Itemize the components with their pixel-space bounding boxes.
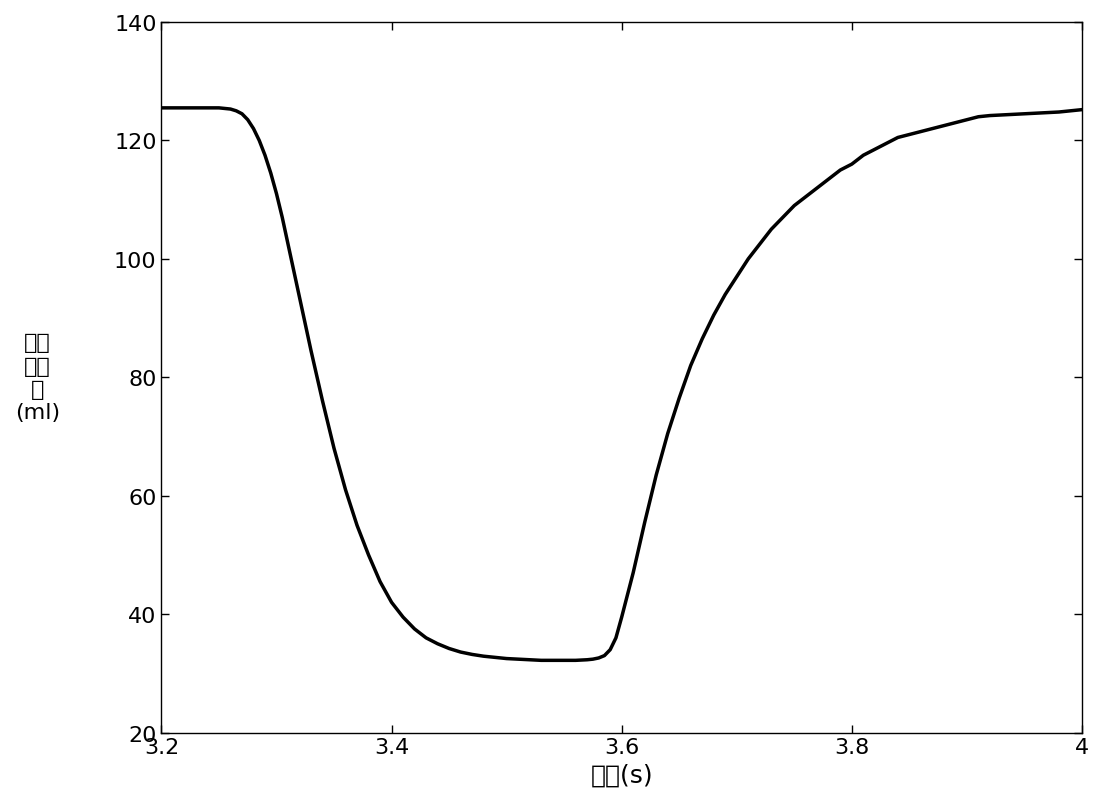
X-axis label: 时间(s): 时间(s) [591, 763, 652, 787]
Y-axis label: 左心
室容
积
(ml): 左心 室容 积 (ml) [15, 333, 60, 423]
